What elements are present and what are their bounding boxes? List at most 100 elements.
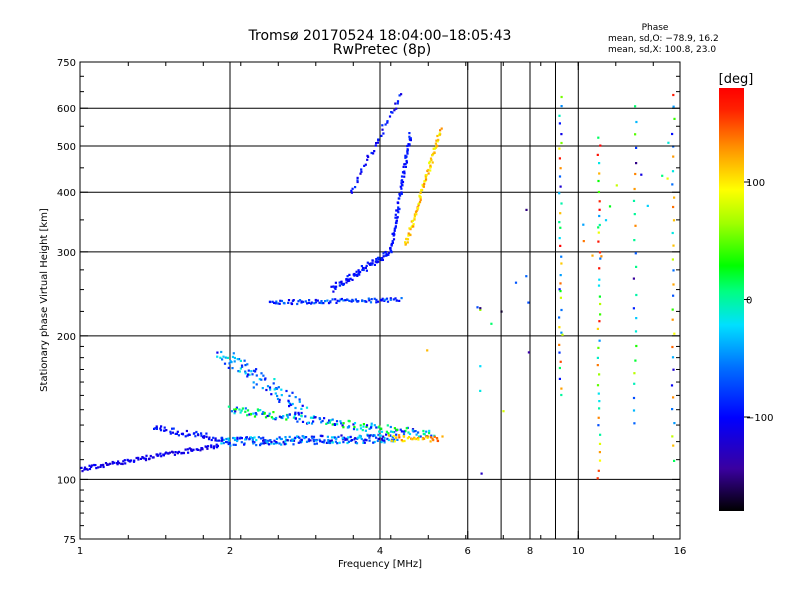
data-point — [287, 301, 290, 304]
data-point — [270, 441, 273, 444]
data-point — [408, 227, 411, 230]
data-point — [243, 359, 246, 362]
data-point — [353, 425, 356, 429]
data-point — [438, 132, 441, 135]
data-point — [252, 369, 256, 372]
data-point — [418, 435, 421, 438]
data-point — [248, 373, 251, 376]
data-point — [365, 425, 368, 428]
data-point — [405, 161, 408, 164]
data-point — [116, 463, 119, 466]
data-point — [238, 370, 241, 373]
data-point — [287, 401, 290, 404]
data-point — [233, 356, 236, 360]
data-point — [341, 424, 344, 427]
data-point — [591, 254, 594, 257]
data-point — [334, 298, 337, 301]
data-point — [278, 302, 281, 305]
data-point — [280, 388, 283, 391]
data-point — [369, 301, 373, 304]
data-point — [671, 258, 674, 261]
data-point — [325, 441, 328, 444]
data-point — [137, 456, 140, 459]
data-point — [386, 120, 389, 123]
data-point — [413, 215, 416, 218]
data-point — [246, 375, 249, 378]
data-point — [398, 192, 401, 196]
data-point — [335, 285, 338, 288]
data-point — [159, 429, 163, 432]
data-point — [307, 301, 310, 304]
data-point — [417, 204, 420, 207]
data-point — [338, 281, 341, 284]
data-point — [268, 386, 272, 389]
data-point — [88, 464, 91, 467]
data-point — [405, 427, 408, 430]
data-point — [382, 435, 385, 438]
data-point — [305, 406, 309, 409]
data-point — [359, 436, 362, 439]
data-point — [381, 128, 384, 131]
data-point — [391, 232, 394, 235]
data-point — [329, 301, 332, 304]
data-point — [632, 277, 635, 280]
data-point — [126, 458, 129, 461]
data-point — [633, 213, 636, 216]
data-point — [142, 456, 145, 459]
data-point — [633, 382, 636, 385]
data-point — [320, 300, 323, 303]
data-point — [323, 417, 326, 420]
data-point — [199, 449, 202, 452]
data-point — [598, 267, 601, 270]
data-point — [400, 93, 403, 96]
data-point — [117, 462, 121, 465]
data-point — [634, 359, 637, 362]
data-point — [252, 442, 255, 445]
data-point — [405, 155, 408, 158]
data-point — [200, 432, 203, 435]
data-point — [85, 467, 88, 471]
data-point — [373, 150, 376, 153]
data-point — [111, 462, 114, 465]
data-point — [633, 372, 636, 375]
data-point — [354, 437, 357, 440]
data-point — [241, 407, 244, 410]
data-point — [402, 165, 405, 168]
data-point — [197, 434, 200, 437]
data-point — [220, 442, 223, 445]
data-point — [331, 423, 334, 426]
data-point — [232, 436, 235, 440]
data-point — [163, 426, 166, 429]
data-point — [240, 437, 243, 440]
data-point — [558, 122, 561, 125]
data-point — [239, 367, 242, 370]
data-point — [167, 452, 170, 455]
data-point — [558, 175, 562, 178]
data-point — [232, 443, 235, 446]
data-point — [599, 144, 602, 147]
data-point — [303, 437, 306, 440]
data-point — [108, 462, 112, 465]
data-point — [229, 444, 232, 447]
data-point — [598, 162, 601, 165]
data-point — [340, 297, 343, 301]
data-point — [331, 298, 334, 301]
data-point — [370, 422, 373, 425]
data-point — [274, 392, 277, 395]
data-point — [259, 437, 263, 440]
data-point — [398, 197, 401, 200]
data-point — [331, 418, 334, 421]
data-point — [372, 152, 375, 155]
data-point — [364, 429, 367, 432]
data-point — [428, 160, 431, 163]
data-point — [286, 416, 290, 419]
data-point — [338, 441, 341, 444]
data-point — [404, 241, 407, 244]
data-point — [597, 226, 600, 229]
data-point — [310, 301, 313, 304]
data-point — [91, 464, 94, 467]
data-point — [361, 268, 364, 271]
data-point — [356, 180, 359, 184]
data-point — [340, 281, 343, 284]
data-point — [271, 300, 274, 303]
